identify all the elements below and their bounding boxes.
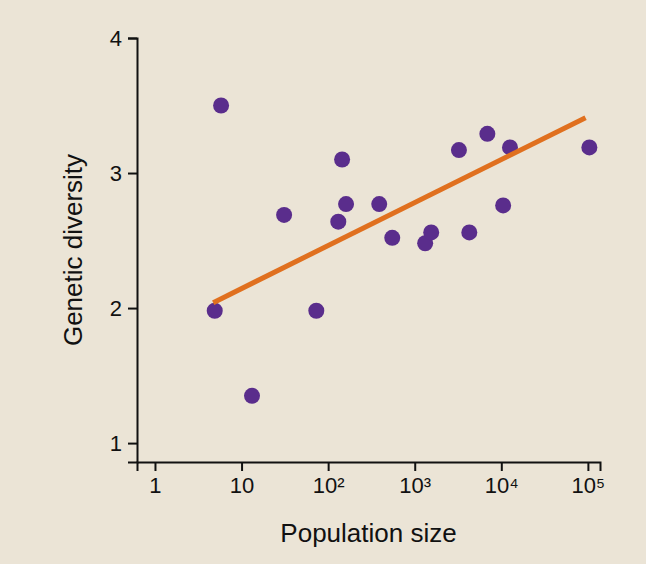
tick-label: 4: [110, 26, 122, 51]
point: [423, 224, 439, 240]
tick-mark: [414, 462, 416, 471]
point: [451, 142, 467, 158]
tick: 3: [110, 161, 137, 186]
trend-line: [213, 118, 585, 303]
tick: 10³: [399, 462, 431, 498]
point: [581, 139, 597, 155]
tick-mark: [241, 462, 243, 471]
point: [276, 207, 292, 223]
tick: 2: [110, 296, 137, 321]
point: [330, 214, 346, 230]
tick-label: 10⁵: [572, 473, 606, 498]
tick: 4: [110, 26, 137, 51]
tick: 10⁴: [485, 462, 519, 498]
marks: [207, 98, 598, 404]
tick-mark: [128, 38, 137, 40]
point: [371, 196, 387, 212]
tick: 10: [230, 462, 254, 498]
tick-label: 1: [149, 473, 161, 498]
tick-label: 10²: [313, 473, 345, 498]
tick-label: 2: [110, 296, 122, 321]
tick-label: 10: [230, 473, 254, 498]
point: [338, 196, 354, 212]
tick-label: 10⁴: [485, 473, 519, 498]
point: [384, 230, 400, 246]
tick-mark: [128, 308, 137, 310]
point: [334, 152, 350, 168]
tick-mark: [128, 173, 137, 175]
point: [479, 126, 495, 142]
axis-line: [138, 463, 601, 472]
tick-mark: [328, 462, 330, 471]
y-axis-title: Genetic diversity: [58, 154, 88, 346]
point: [461, 224, 477, 240]
tick: 10⁵: [572, 462, 606, 498]
tick-label: 3: [110, 161, 122, 186]
chart: 1 10 10² 10³ 10⁴ 10⁵ 1 2 3 4 Population size Geneti…: [0, 0, 646, 564]
point: [244, 388, 260, 404]
axis-line: [128, 39, 138, 463]
tick-mark: [501, 462, 503, 471]
tick-mark: [154, 462, 156, 471]
background: [0, 0, 646, 564]
tick: 1: [110, 431, 137, 456]
tick-label: 1: [110, 431, 122, 456]
plot: 1 10 10² 10³ 10⁴ 10⁵ 1 2 3 4: [110, 26, 605, 498]
tick: 10²: [313, 462, 345, 498]
y-axis: 1 2 3 4: [110, 26, 138, 463]
point: [213, 98, 229, 114]
point: [308, 303, 324, 319]
tick-mark: [587, 462, 589, 471]
x-axis: 1 10 10² 10³ 10⁴ 10⁵: [138, 462, 606, 498]
tick-mark: [128, 443, 137, 445]
point: [495, 197, 511, 213]
x-axis-title: Population size: [280, 518, 456, 548]
tick: 1: [149, 462, 161, 498]
tick-label: 10³: [399, 473, 431, 498]
point: [207, 303, 223, 319]
